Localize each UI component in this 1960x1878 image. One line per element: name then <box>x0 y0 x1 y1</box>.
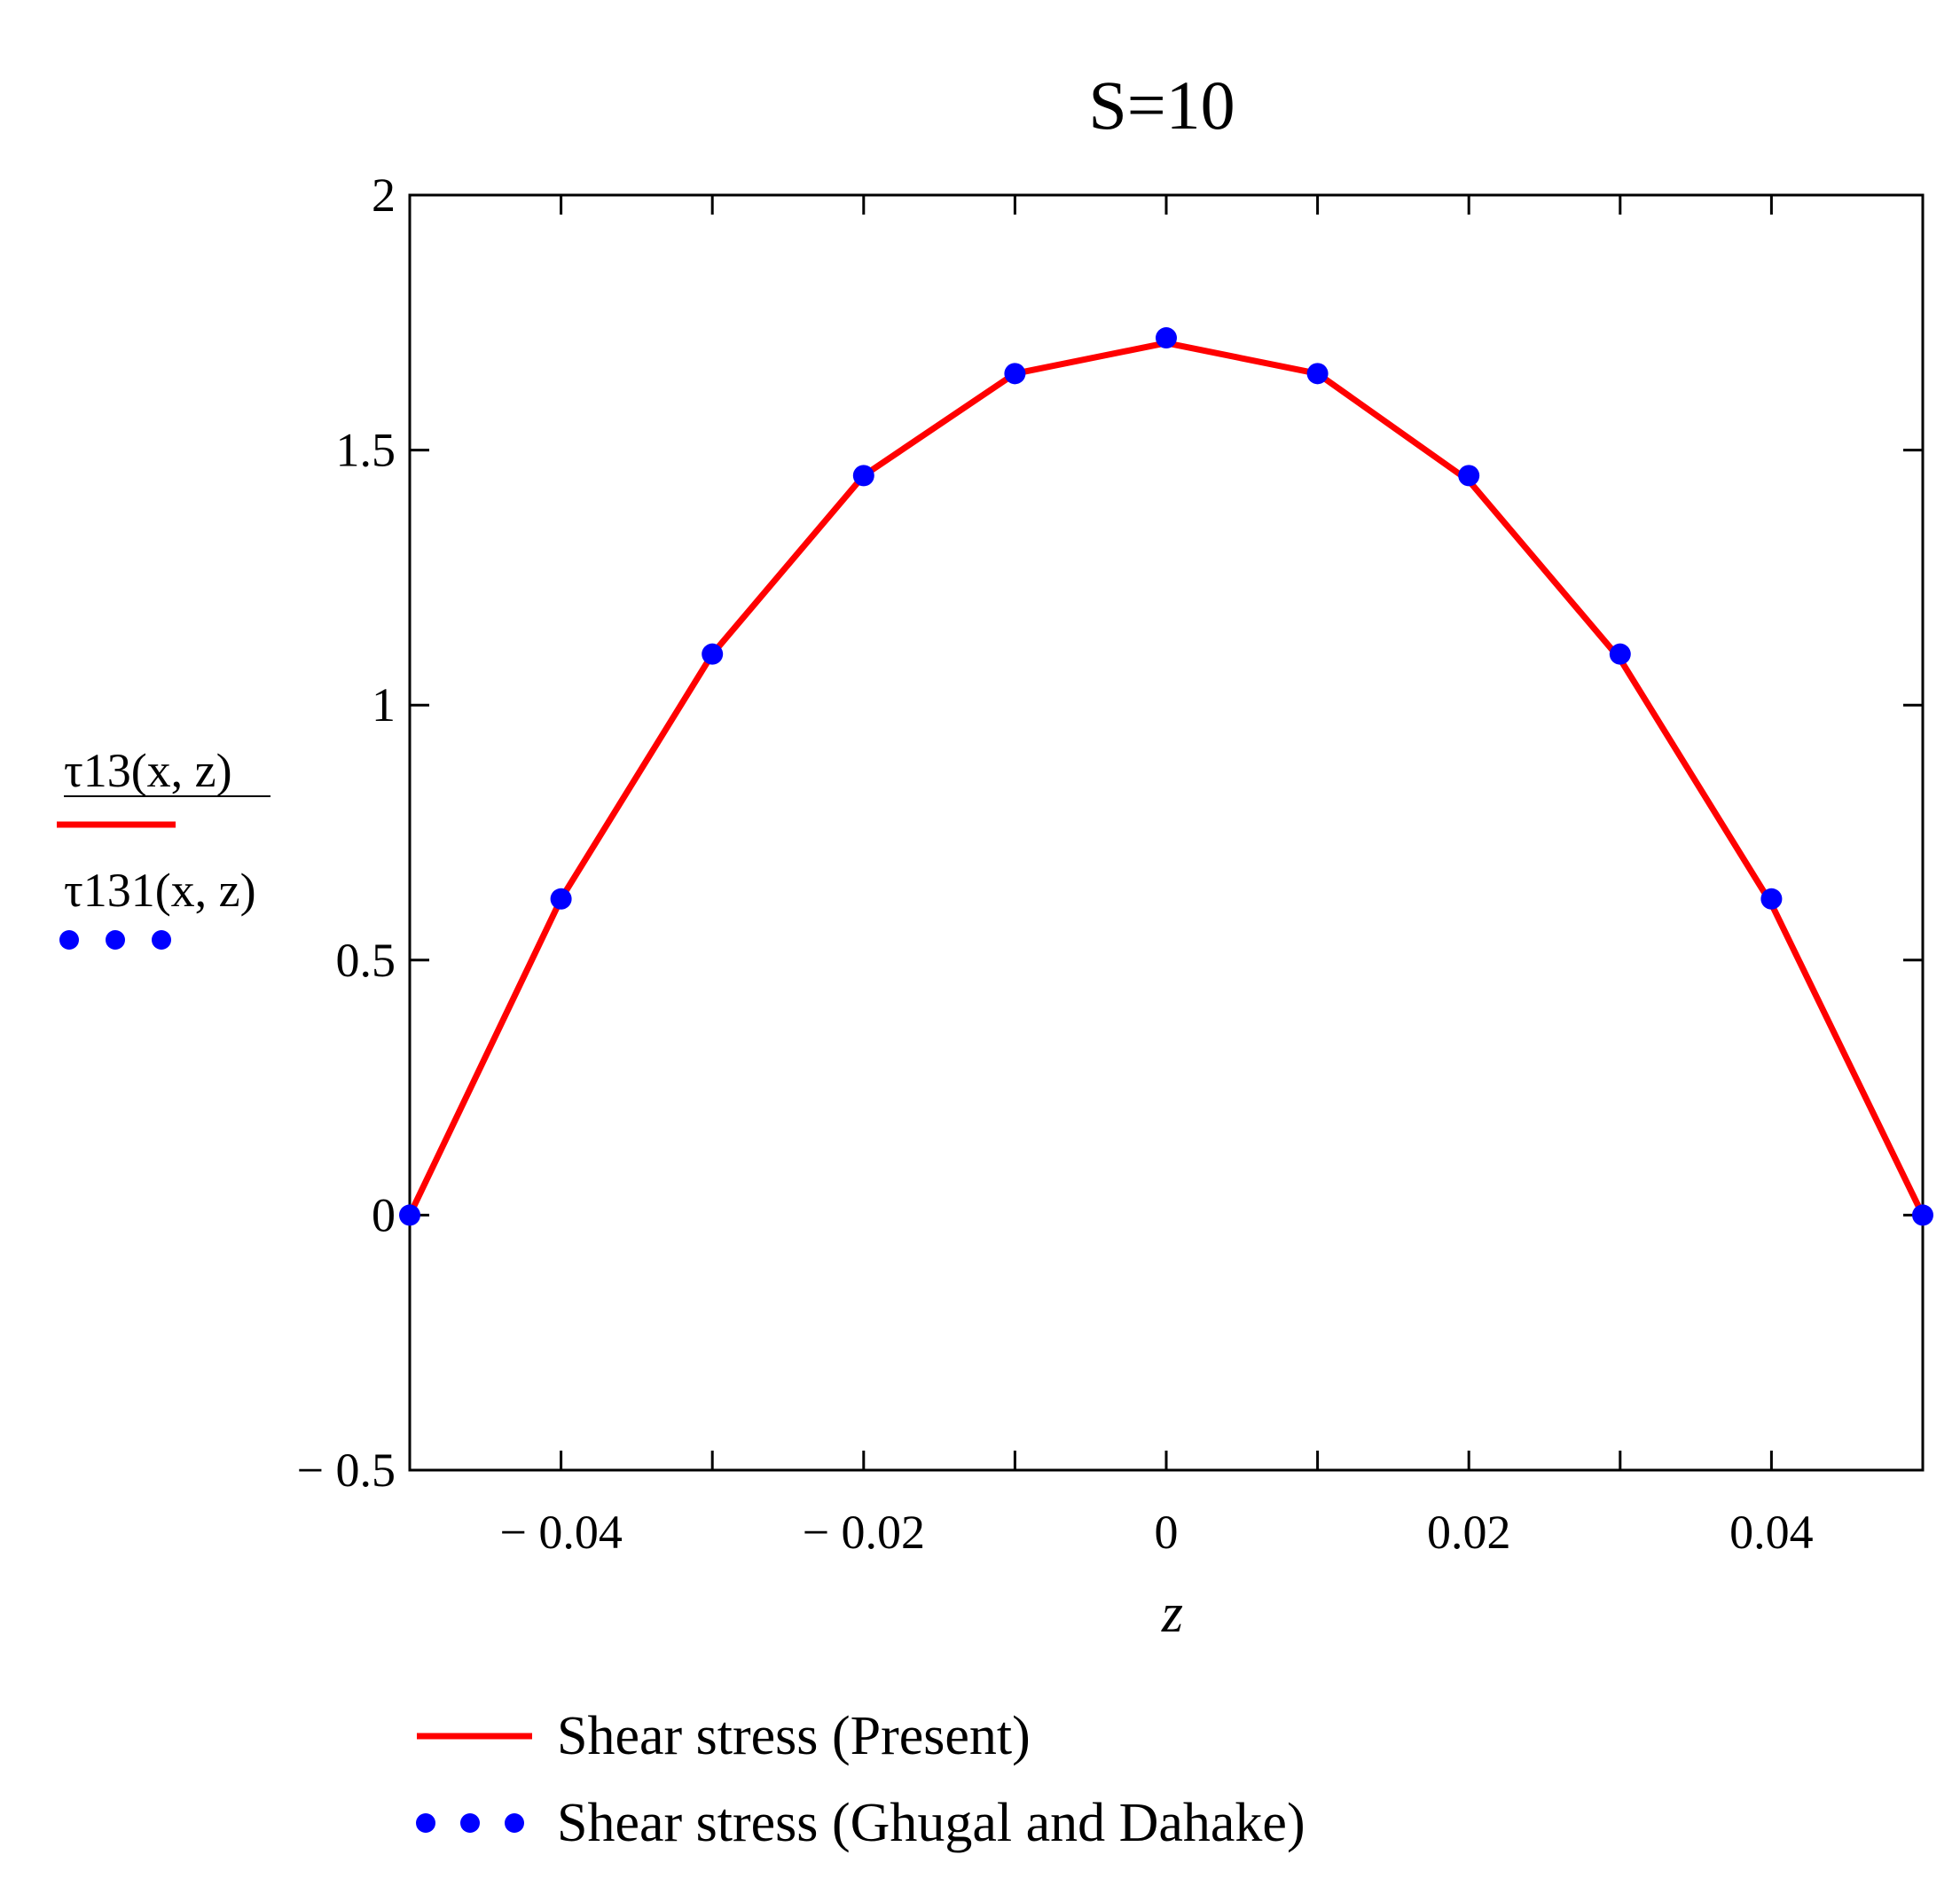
y-tick-label: 0.5 <box>336 934 396 987</box>
x-tick-label: 0.04 <box>1729 1506 1814 1559</box>
legend-label-present: Shear stress (Present) <box>557 1706 1031 1766</box>
series-point-ghugal <box>1306 363 1329 385</box>
series-point-ghugal <box>1156 327 1177 349</box>
chart-title: S=10 <box>1088 67 1235 144</box>
y-tick-label: 1.5 <box>336 424 396 477</box>
legend-label-ghugal: Shear stress (Ghugal and Dahake) <box>557 1793 1305 1853</box>
y-series-label-2: τ131(x, z) <box>64 864 256 917</box>
y-series-label-1: τ13(x, z) <box>64 744 232 797</box>
series-point-ghugal <box>399 1204 420 1226</box>
series-point-ghugal <box>1609 643 1631 665</box>
series-point-ghugal <box>1912 1204 1933 1226</box>
series-point-ghugal <box>1004 363 1026 385</box>
series-point-ghugal <box>852 465 874 487</box>
x-tick-label: 0 <box>1155 1506 1179 1559</box>
x-tick-labels: − 0.04 − 0.02 0 0.02 0.04 <box>499 1506 1813 1559</box>
y-tick-label: 1 <box>372 678 396 732</box>
series-point-ghugal <box>550 888 572 910</box>
x-tick-label: − 0.04 <box>499 1506 622 1559</box>
x-tick-label: 0.02 <box>1427 1506 1511 1559</box>
legend: Shear stress (Present) Shear stress (Ghu… <box>416 1706 1305 1853</box>
y-tick-labels: − 0.5 0 0.5 1 1.5 2 <box>297 168 396 1497</box>
series-layer <box>399 327 1933 1226</box>
y-series-label-2-swatch <box>59 930 171 950</box>
series-point-ghugal <box>1760 888 1783 910</box>
series-point-ghugal <box>1458 465 1480 487</box>
x-tick-label: − 0.02 <box>803 1506 925 1559</box>
y-tick-label: 0 <box>372 1188 396 1241</box>
y-tick-label: 2 <box>372 168 396 222</box>
axis-ticks <box>408 193 1925 1472</box>
x-axis-label: z <box>1161 1584 1183 1644</box>
series-point-ghugal <box>702 643 724 665</box>
y-tick-label: − 0.5 <box>297 1444 396 1497</box>
legend-swatch-ghugal <box>416 1813 524 1833</box>
